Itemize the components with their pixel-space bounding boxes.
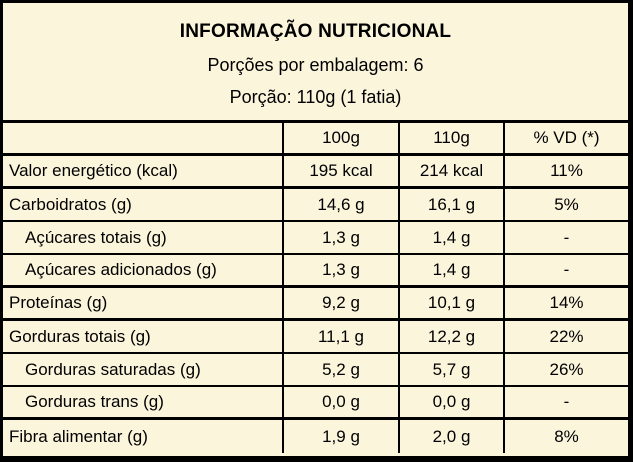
nutrient-label: Carboidratos (g)	[3, 189, 282, 222]
value-vd-percent: -	[503, 222, 628, 255]
value-110g: 214 kcal	[398, 156, 503, 189]
value-110g: 2,0 g	[398, 420, 503, 453]
servings-per-package: Porções por embalagem: 6	[207, 54, 424, 75]
nutrient-label: Açúcares totais (g)	[3, 222, 282, 255]
value-100g: 195 kcal	[282, 156, 398, 189]
nutrient-label: Proteínas (g)	[3, 288, 282, 321]
nutrient-label: Gorduras saturadas (g)	[3, 354, 282, 387]
value-vd-percent: -	[503, 387, 628, 420]
value-vd-percent: -	[503, 255, 628, 288]
col-header-vd-percent: % VD (*)	[503, 123, 628, 156]
value-110g: 1,4 g	[398, 222, 503, 255]
value-100g: 1,9 g	[282, 420, 398, 453]
label-header: INFORMAÇÃO NUTRICIONAL Porções por embal…	[3, 3, 628, 123]
value-100g: 11,1 g	[282, 321, 398, 354]
value-110g: 10,1 g	[398, 288, 503, 321]
portion-size: Porção: 110g (1 fatia)	[229, 87, 402, 108]
value-110g: 12,2 g	[398, 321, 503, 354]
value-vd-percent: 11%	[503, 156, 628, 189]
value-100g: 1,3 g	[282, 222, 398, 255]
value-110g: 16,1 g	[398, 189, 503, 222]
value-vd-percent: 22%	[503, 321, 628, 354]
value-100g: 9,2 g	[282, 288, 398, 321]
nutrient-label: Gorduras totais (g)	[3, 321, 282, 354]
label-title: INFORMAÇÃO NUTRICIONAL	[179, 20, 452, 42]
nutrition-table: 100g 110g % VD (*) Valor energético (kca…	[3, 123, 628, 453]
value-vd-percent: 5%	[503, 189, 628, 222]
value-vd-percent: 26%	[503, 354, 628, 387]
value-100g: 0,0 g	[282, 387, 398, 420]
nutrient-label: Valor energético (kcal)	[3, 156, 282, 189]
value-110g: 1,4 g	[398, 255, 503, 288]
value-100g: 1,3 g	[282, 255, 398, 288]
value-100g: 14,6 g	[282, 189, 398, 222]
nutrient-label: Fibra alimentar (g)	[9, 426, 148, 446]
value-vd-percent: 14%	[503, 288, 628, 321]
value-vd-percent: 8%	[503, 420, 628, 453]
value-110g: 0,0 g	[398, 387, 503, 420]
value-110g: 5,7 g	[398, 354, 503, 387]
col-header-100g: 100g	[282, 123, 398, 156]
nutrient-label: Gorduras trans (g)	[3, 387, 282, 420]
nutrient-label: Açúcares adicionados (g)	[3, 255, 282, 288]
value-100g: 5,2 g	[282, 354, 398, 387]
col-header-110g: 110g	[398, 123, 503, 156]
nutrient-column-header	[3, 123, 282, 156]
